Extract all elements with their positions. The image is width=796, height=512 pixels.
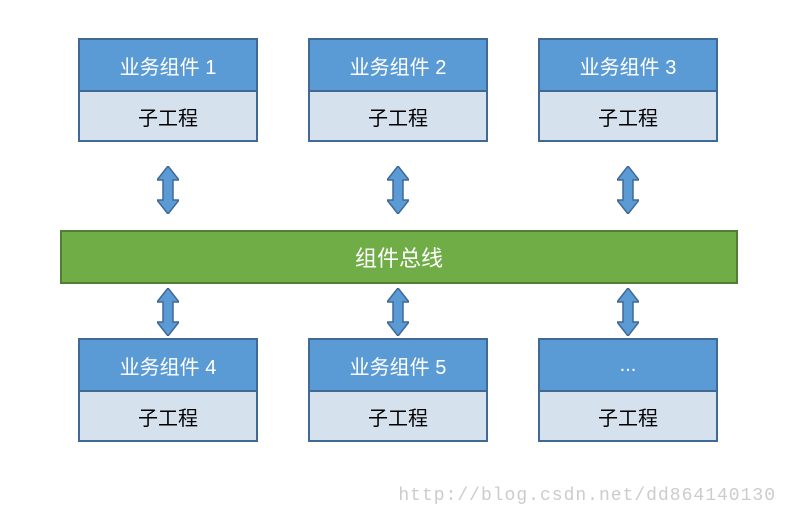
component-box-ellipsis: ... 子工程	[538, 338, 718, 442]
component-body: 子工程	[310, 390, 486, 440]
diagram-canvas: 业务组件 1 子工程 业务组件 2 子工程 业务组件 3 子工程 组件总线 业务…	[0, 0, 796, 512]
component-header: 业务组件 4	[80, 340, 256, 390]
double-arrow-icon	[617, 166, 639, 214]
component-bus: 组件总线	[60, 230, 738, 284]
component-body: 子工程	[80, 390, 256, 440]
double-arrow-icon	[617, 288, 639, 336]
component-header: 业务组件 2	[310, 40, 486, 90]
component-box-1: 业务组件 1 子工程	[78, 38, 258, 142]
component-body: 子工程	[540, 390, 716, 440]
component-body: 子工程	[80, 90, 256, 140]
double-arrow-icon	[387, 166, 409, 214]
watermark-text: http://blog.csdn.net/dd864140130	[398, 486, 776, 506]
component-box-3: 业务组件 3 子工程	[538, 38, 718, 142]
double-arrow-icon	[157, 166, 179, 214]
component-box-2: 业务组件 2 子工程	[308, 38, 488, 142]
component-header: 业务组件 5	[310, 340, 486, 390]
double-arrow-icon	[387, 288, 409, 336]
double-arrow-icon	[157, 288, 179, 336]
component-header: 业务组件 1	[80, 40, 256, 90]
component-header: ...	[540, 340, 716, 390]
component-box-4: 业务组件 4 子工程	[78, 338, 258, 442]
component-header: 业务组件 3	[540, 40, 716, 90]
component-body: 子工程	[310, 90, 486, 140]
component-body: 子工程	[540, 90, 716, 140]
component-box-5: 业务组件 5 子工程	[308, 338, 488, 442]
